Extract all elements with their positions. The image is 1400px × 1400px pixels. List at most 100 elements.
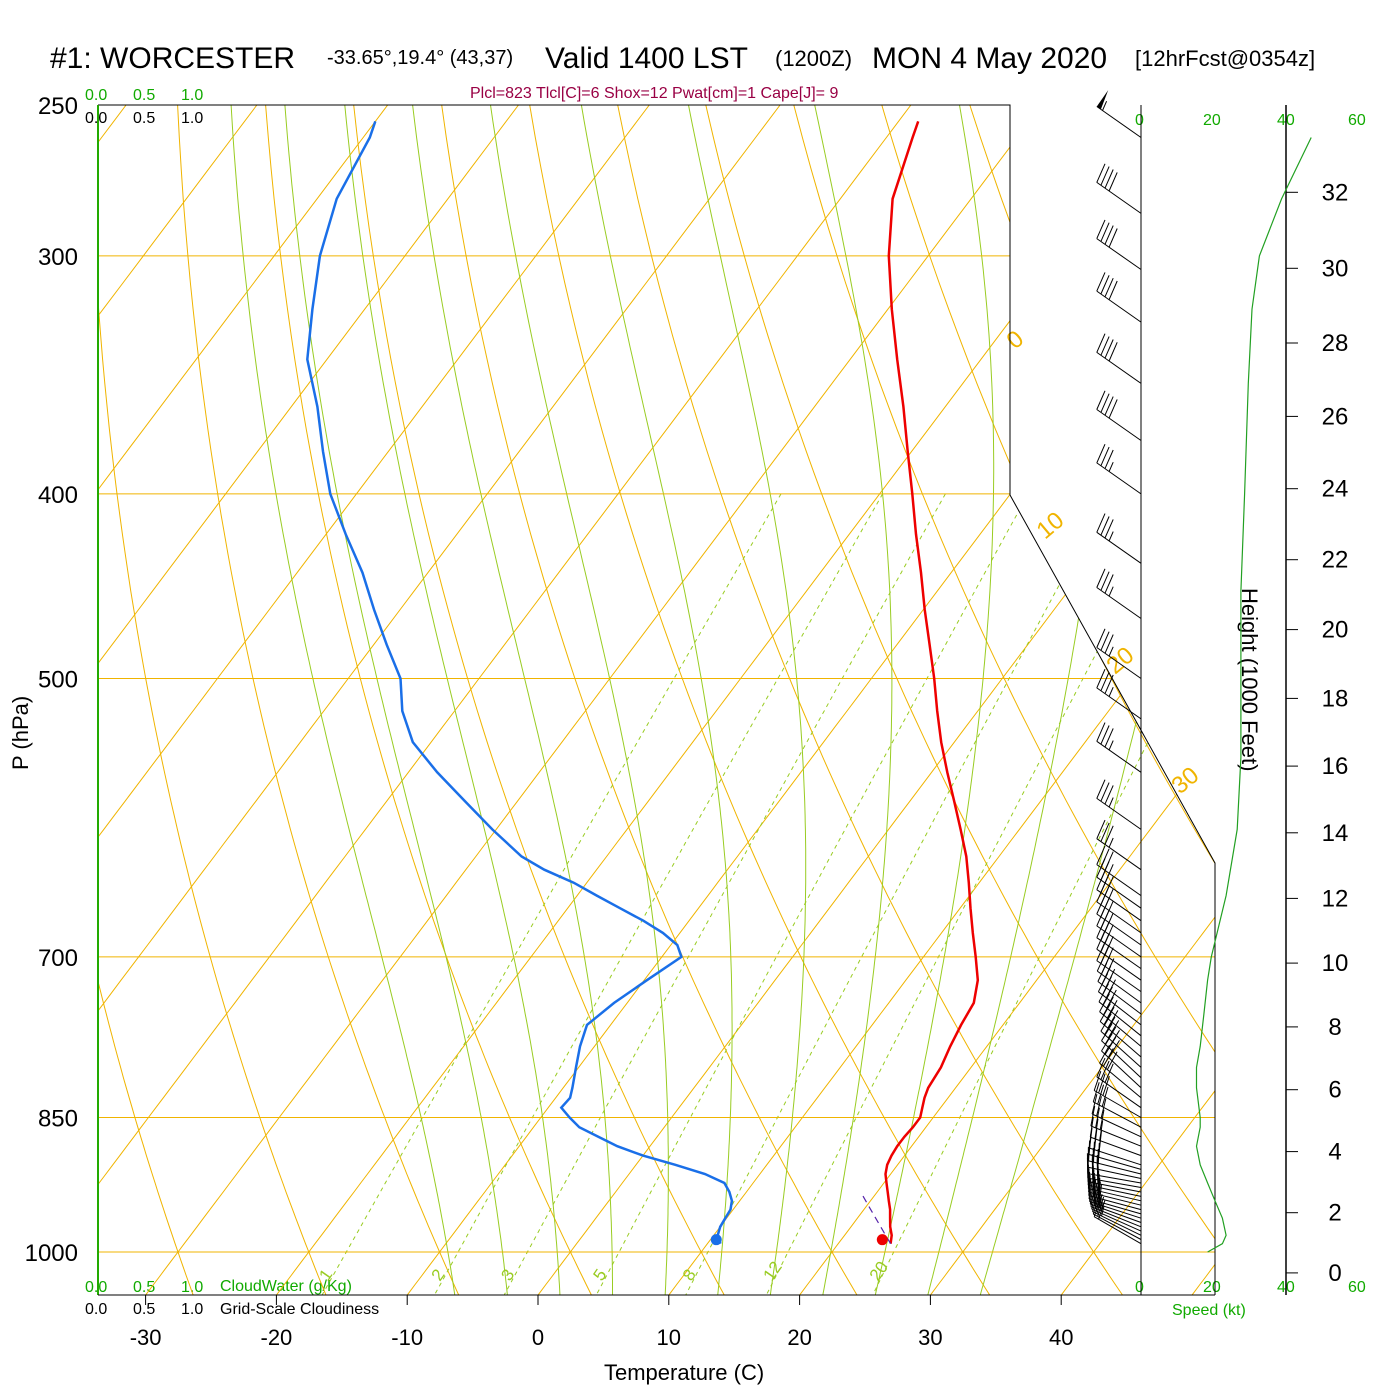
cloud-tick-green-0: 0.0 <box>85 87 107 104</box>
wind-barb-feather <box>1108 228 1118 248</box>
dry-adiabat-label: 10 <box>1032 507 1070 545</box>
dry-adiabat-line <box>705 105 1215 1295</box>
wind-barb-staff <box>1093 1213 1142 1240</box>
x-tick-label: 30 <box>918 1325 942 1350</box>
x-tick-label: 40 <box>1049 1325 1073 1350</box>
wind-barb <box>1096 90 1142 138</box>
wind-barb-feather <box>1096 1154 1099 1176</box>
wind-barb <box>1096 858 1142 909</box>
mixing-ratio-line <box>431 493 884 1295</box>
cloud-tick-green-2-bottom: 1.0 <box>181 1279 203 1296</box>
wind-barb-feather <box>1099 1109 1105 1130</box>
wind-barb-feather <box>1104 574 1114 594</box>
wind-barb-feather <box>1096 1096 1102 1117</box>
mixing-ratio-label: 12 <box>759 1258 785 1284</box>
wind-barb <box>1086 1153 1142 1184</box>
cloudiness-label: Grid-Scale Cloudiness <box>220 1301 379 1318</box>
wind-barb-feather <box>1100 822 1110 842</box>
height-tick-label: 16 <box>1322 753 1349 780</box>
wind-barb-feather <box>1106 1000 1118 1019</box>
wind-barb-staff <box>1090 1136 1142 1157</box>
cloud-tick-green-2: 1.0 <box>181 87 203 104</box>
dry-adiabat-line <box>353 105 728 1295</box>
wind-barb <box>1096 668 1142 720</box>
wind-barb <box>1090 1105 1142 1147</box>
mixing-ratio-label: 20 <box>866 1258 892 1284</box>
cloud-tick-green-0-bottom: 0.0 <box>85 1279 107 1296</box>
wind-barb-feather <box>1104 339 1114 359</box>
wind-barb-feather <box>1108 1040 1120 1059</box>
wind-barb-feather <box>1096 819 1106 839</box>
isotherm-line <box>533 105 1215 1295</box>
dry-adiabat-line <box>529 105 994 1295</box>
speed-tick-top-0: 0 <box>1135 112 1144 129</box>
cloud-tick-black-1-bottom: 0.5 <box>133 1301 155 1318</box>
chart-frame <box>97 104 1287 1296</box>
wind-barb-staff <box>1089 1147 1142 1166</box>
wind-barb-half-feather <box>1108 797 1114 808</box>
wind-barb <box>1097 973 1142 1026</box>
speed-tick-top-1: 20 <box>1203 112 1221 129</box>
height-tick-label: 0 <box>1328 1260 1341 1287</box>
speed-tick-bottom-0: 0 <box>1135 1279 1144 1296</box>
wind-barb-staff <box>1096 889 1142 922</box>
wind-barb-feather <box>1104 728 1114 748</box>
wind-barb-feather <box>1100 166 1110 186</box>
wind-barb <box>1096 895 1142 946</box>
wind-barb-feather <box>1089 1181 1093 1202</box>
wind-barb-feather <box>1102 1076 1110 1096</box>
wind-barb-feather <box>1108 399 1118 419</box>
cloud-tick-green-1: 0.5 <box>133 87 155 104</box>
wind-barb-feather <box>1104 674 1114 694</box>
height-tick-label: 6 <box>1328 1077 1341 1104</box>
mixing-ratio-line <box>318 493 782 1295</box>
wind-barb <box>1096 930 1142 981</box>
wind-barb-staff <box>1096 876 1142 909</box>
x-tick-label: 20 <box>787 1325 811 1350</box>
wind-barb <box>1096 1057 1142 1109</box>
wind-barb-feather <box>1100 782 1110 802</box>
isotherm-line <box>98 105 912 1295</box>
dry-adiabat-line <box>1057 105 1215 1295</box>
wind-barbs <box>1086 90 1142 1245</box>
wind-barb-staff <box>1096 238 1142 270</box>
wind-barb <box>1096 568 1142 619</box>
wind-barb-staff <box>1096 531 1142 564</box>
cloud-tick-green-1-bottom: 0.5 <box>133 1279 155 1296</box>
wind-barb <box>1096 779 1142 830</box>
wind-barb-staff <box>1090 1206 1142 1228</box>
wind-barb-feather <box>1100 446 1110 467</box>
wind-barb-feather <box>1100 222 1110 242</box>
wind-barb-feather <box>1100 571 1110 591</box>
isotherm-line <box>98 105 650 1295</box>
wind-barb-feather <box>1096 219 1106 239</box>
wind-barb-staff <box>1093 1090 1142 1118</box>
wind-barb <box>1096 628 1142 679</box>
cloudwater-label: CloudWater (g/Kg) <box>220 1278 352 1295</box>
pressure-tick-label: 700 <box>38 945 78 972</box>
wind-barb-feather <box>1104 785 1114 805</box>
wind-barb-staff <box>1096 687 1142 720</box>
height-tick-label: 22 <box>1322 547 1349 574</box>
wind-barb-half-feather <box>1108 686 1114 697</box>
wind-barb-staff <box>1096 740 1142 773</box>
wind-barb <box>1096 906 1142 958</box>
wind-barb-staff <box>1096 181 1142 214</box>
wind-barb-half-feather <box>1102 100 1108 111</box>
wind-barb-feather <box>1096 779 1106 799</box>
wind-barb-feather <box>1104 519 1114 539</box>
wind-barb-feather <box>1104 634 1114 654</box>
wind-barb-feather <box>1104 449 1114 469</box>
wind-barb-feather <box>1100 336 1110 356</box>
wind-barb-feather <box>1096 333 1106 353</box>
isotherm-line <box>98 105 519 1295</box>
zulu-time: (1200Z) <box>775 46 852 71</box>
moist-adiabat-line <box>926 105 1116 1295</box>
background-lines <box>98 105 1215 1295</box>
dry-adiabat-line <box>177 105 462 1295</box>
height-tick-label: 32 <box>1322 179 1349 206</box>
wind-barb-feather <box>1100 275 1110 295</box>
